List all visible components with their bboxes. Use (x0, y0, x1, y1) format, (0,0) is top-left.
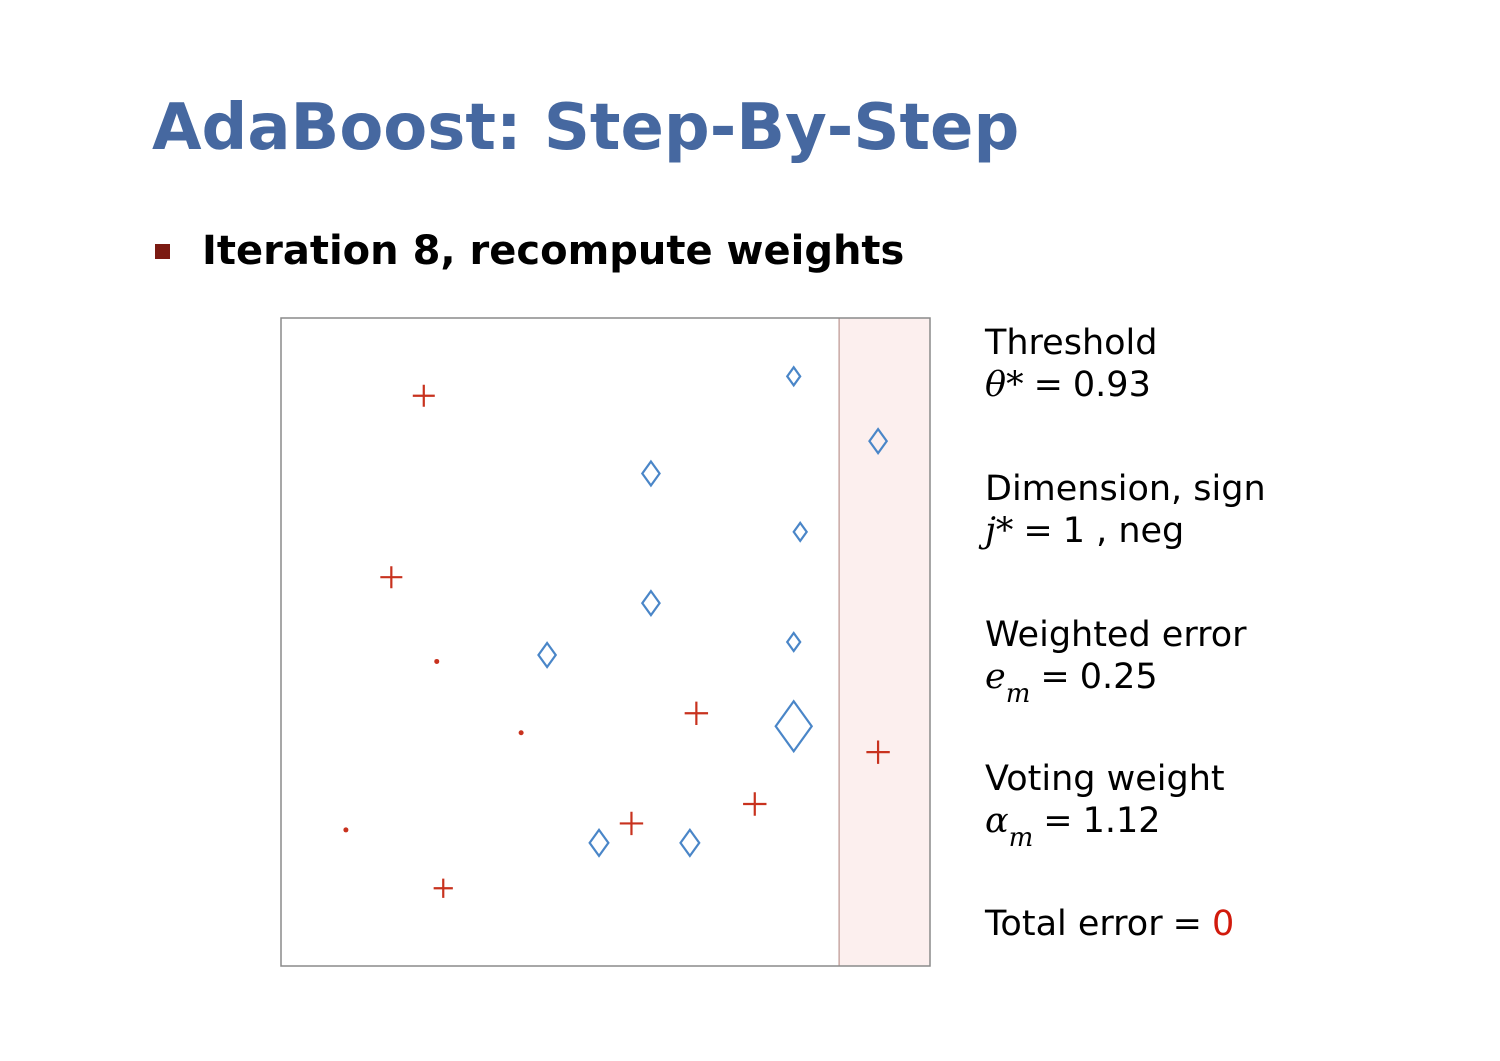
diamond-marker (785, 631, 802, 653)
error-equals: = (1040, 657, 1070, 697)
plus-marker (743, 792, 767, 816)
dimension-block: Dimension, sign j* = 1 , neg (985, 468, 1266, 552)
voting-value: 1.12 (1082, 801, 1161, 841)
threshold-shaded-region (839, 318, 930, 966)
threshold-value: 0.93 (1072, 365, 1151, 405)
total-error-equals: = (1172, 904, 1202, 944)
diamond-marker (774, 699, 814, 754)
error-block: Weighted error em = 0.25 (985, 614, 1247, 709)
slide-title: AdaBoost: Step-By-Step (152, 91, 1020, 165)
bullet-text: Iteration 8, recompute weights (202, 228, 905, 274)
diamond-marker (537, 641, 558, 669)
dimension-equals: = (1023, 511, 1053, 551)
voting-formula: αm = 1.12 (985, 800, 1225, 853)
plot-frame (280, 317, 931, 967)
diamond-marker (588, 827, 610, 858)
threshold-label: Threshold (985, 323, 1158, 363)
voting-block: Voting weight αm = 1.12 (985, 758, 1225, 853)
voting-subscript: m (1008, 823, 1034, 853)
threshold-block: Threshold θ* = 0.93 (985, 322, 1158, 406)
threshold-symbol: θ* (985, 365, 1024, 405)
voting-equals: = (1043, 801, 1073, 841)
voting-label: Voting weight (985, 759, 1225, 799)
error-label: Weighted error (985, 615, 1247, 655)
plus-marker (619, 811, 644, 836)
total-error-block: Total error = 0 (985, 903, 1234, 945)
dimension-symbol: j* (985, 511, 1014, 551)
plot-layer (280, 317, 931, 967)
error-subscript: m (1005, 679, 1031, 709)
total-error-label: Total error (985, 904, 1163, 944)
bullet-square-icon (155, 243, 170, 259)
total-error-value: 0 (1211, 904, 1235, 944)
dimension-value: 1 , neg (1062, 511, 1185, 551)
plus-marker (343, 827, 349, 833)
diamond-marker (640, 459, 661, 488)
voting-symbol: α (985, 801, 1009, 841)
plus-marker (518, 730, 524, 736)
error-value: 0.25 (1079, 657, 1158, 697)
plus-marker (434, 658, 440, 664)
diamond-marker (785, 365, 802, 388)
plus-marker (433, 878, 453, 898)
bullet-item: Iteration 8, recompute weights (155, 228, 904, 274)
diamond-marker (679, 827, 701, 858)
threshold-equals: = (1033, 365, 1063, 405)
diamond-marker (640, 589, 661, 618)
diamond-marker (868, 427, 889, 456)
error-symbol: e (985, 657, 1006, 697)
plus-marker (866, 740, 890, 764)
dimension-formula: j* = 1 , neg (985, 510, 1266, 552)
plus-marker (684, 701, 709, 725)
plus-marker (412, 384, 435, 407)
error-formula: em = 0.25 (985, 656, 1247, 709)
dimension-label: Dimension, sign (985, 469, 1266, 509)
diamond-marker (792, 520, 809, 543)
threshold-formula: θ* = 0.93 (985, 364, 1158, 406)
plus-marker (380, 566, 403, 589)
